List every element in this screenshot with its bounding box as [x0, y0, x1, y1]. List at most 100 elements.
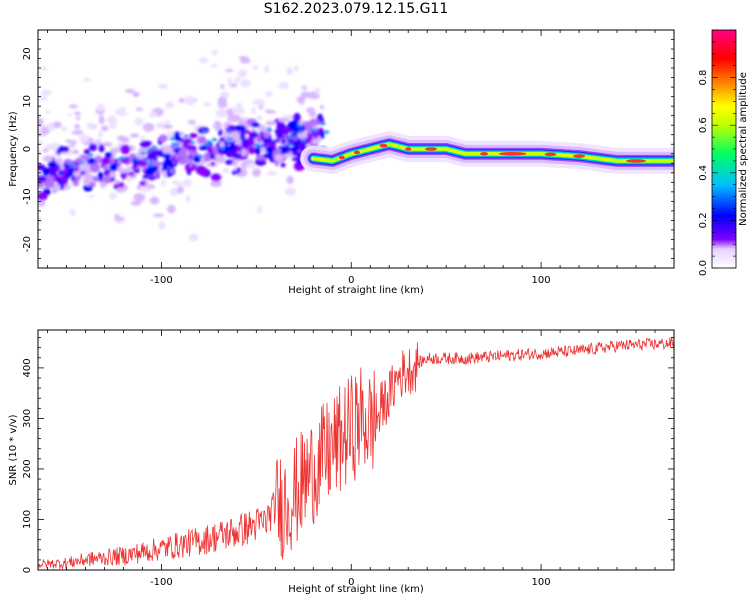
- colorbar: 0.0 0.2 0.4 0.6 0.8 Normalized spectral ampl…: [698, 29, 749, 276]
- spectrogram-blob: [224, 159, 235, 166]
- spectrogram-blob: [65, 139, 73, 143]
- spectrogram-ytick-label: 10: [22, 95, 33, 108]
- spectrogram-blob: [97, 130, 103, 139]
- snr-ytick-label: 0: [22, 567, 33, 573]
- spectrogram-blob: [286, 67, 293, 76]
- spectrogram-blob: [38, 149, 42, 155]
- colorbar-ticks: 0.0 0.2 0.4 0.6 0.8: [698, 29, 736, 276]
- spectrogram-blob: [178, 137, 184, 143]
- spectrogram-blob: [178, 97, 185, 104]
- spectrogram-blob: [47, 161, 58, 168]
- spectrogram-blob: [125, 88, 135, 94]
- spectrogram-blob: [161, 146, 173, 155]
- spectrogram-blob: [224, 93, 229, 97]
- spectrogram-blob: [226, 137, 232, 141]
- spectrogram-blob: [312, 128, 318, 132]
- spectrogram-blob: [293, 112, 301, 123]
- spectrogram-blob: [101, 142, 113, 147]
- spectrogram-blob: [61, 174, 67, 184]
- spectrogram-blob: [68, 104, 78, 109]
- spectrogram-blob: [232, 160, 239, 167]
- spectrogram-blob: [247, 146, 257, 155]
- spectrogram-blob: [253, 65, 259, 70]
- spectrogram-ytick-label: 0: [22, 146, 33, 152]
- spectrogram-blob: [88, 143, 98, 152]
- spectrogram-blob: [300, 91, 311, 99]
- spectrogram-hotspot: [338, 155, 345, 160]
- snr-ytick-label: 300: [22, 409, 33, 428]
- spectrogram-blob: [182, 140, 188, 150]
- spectrogram-blob: [232, 106, 237, 114]
- spectrogram-blob: [83, 148, 91, 155]
- spectrogram-blob: [62, 168, 69, 174]
- spectrogram-blob: [148, 160, 154, 164]
- spectrogram-blob: [148, 175, 156, 181]
- spectrogram-blob: [98, 144, 105, 153]
- spectrogram-blob: [149, 111, 158, 118]
- spectrogram-blob: [265, 120, 276, 126]
- spectrogram-blob: [110, 177, 115, 182]
- spectrogram-hotspot: [353, 150, 360, 155]
- spectrogram-blob: [274, 154, 284, 162]
- spectrogram-blob: [285, 187, 297, 196]
- spectrogram-blob: [185, 166, 190, 173]
- spectrogram-blob: [188, 159, 193, 168]
- spectrogram-blob: [71, 149, 79, 155]
- spectrogram-blob: [302, 121, 313, 131]
- spectrogram-blob: [140, 151, 146, 155]
- spectrogram-blob: [276, 121, 286, 131]
- spectrogram-blob: [107, 115, 118, 125]
- spectrogram-blob: [292, 136, 298, 140]
- spectrogram-blob: [242, 116, 249, 120]
- spectrogram-blob: [254, 158, 267, 166]
- spectrogram-blob: [176, 186, 185, 194]
- spectrogram-blob: [116, 157, 122, 162]
- spectrogram-blob: [198, 57, 209, 64]
- snr-axis-ticks: -100 0 100 0 100 200 300 400: [22, 330, 675, 588]
- spectrogram-blob: [114, 216, 125, 221]
- spectrogram-blob: [264, 65, 270, 73]
- spectrogram-blob: [73, 170, 81, 177]
- spectrogram-blob: [69, 208, 76, 217]
- spectrogram-blob: [86, 122, 96, 129]
- spectrogram-blob: [83, 77, 92, 82]
- spectrogram-blob: [314, 87, 320, 95]
- spectrogram-blob: [68, 164, 74, 168]
- snr-frame: [38, 330, 674, 570]
- spectrogram-blob: [236, 167, 242, 174]
- spectrogram-blob: [88, 153, 94, 157]
- spectrogram-blob: [226, 108, 235, 116]
- spectrogram-blob: [75, 116, 81, 121]
- spectrogram-blob: [263, 153, 272, 159]
- spectrogram-blob: [97, 171, 103, 181]
- spectrogram-ylabel: Frequency (Hz): [8, 111, 19, 187]
- spectrogram-blob: [265, 109, 272, 114]
- spectrogram-xtick-label: 0: [348, 275, 354, 286]
- spectrogram-blob: [211, 49, 218, 56]
- spectrogram-blob: [117, 135, 127, 142]
- spectrogram-blob: [38, 191, 48, 201]
- spectrogram-blob: [203, 102, 212, 107]
- spectrogram-blob: [184, 95, 195, 105]
- spectrogram-blob: [296, 96, 306, 104]
- snr-panel: -100 0 100 0 100 200 300 400 Height of straight…: [8, 329, 675, 595]
- spectrogram-blob: [270, 142, 277, 147]
- colorbar-tick-label: 0.6: [698, 117, 709, 133]
- spectrogram-blob: [132, 91, 140, 98]
- spectrogram-blob: [150, 149, 160, 156]
- spectrogram-blob: [236, 102, 243, 112]
- snr-xtick-label: -100: [150, 577, 173, 588]
- spectrogram-blob: [82, 173, 93, 178]
- spectrogram-blob: [121, 173, 127, 180]
- spectrogram-blob: [188, 233, 199, 242]
- spectrogram-blob: [99, 181, 107, 188]
- spectrogram-blob: [278, 117, 290, 123]
- spectrogram-blob: [134, 157, 140, 161]
- snr-xtick-label: 0: [348, 577, 354, 588]
- spectrogram-blob: [197, 154, 203, 158]
- spectrogram-blob: [248, 131, 259, 139]
- spectrogram-blob: [74, 111, 81, 116]
- spectrogram-ridge: [311, 142, 674, 163]
- snr-xtick-label: 100: [532, 577, 551, 588]
